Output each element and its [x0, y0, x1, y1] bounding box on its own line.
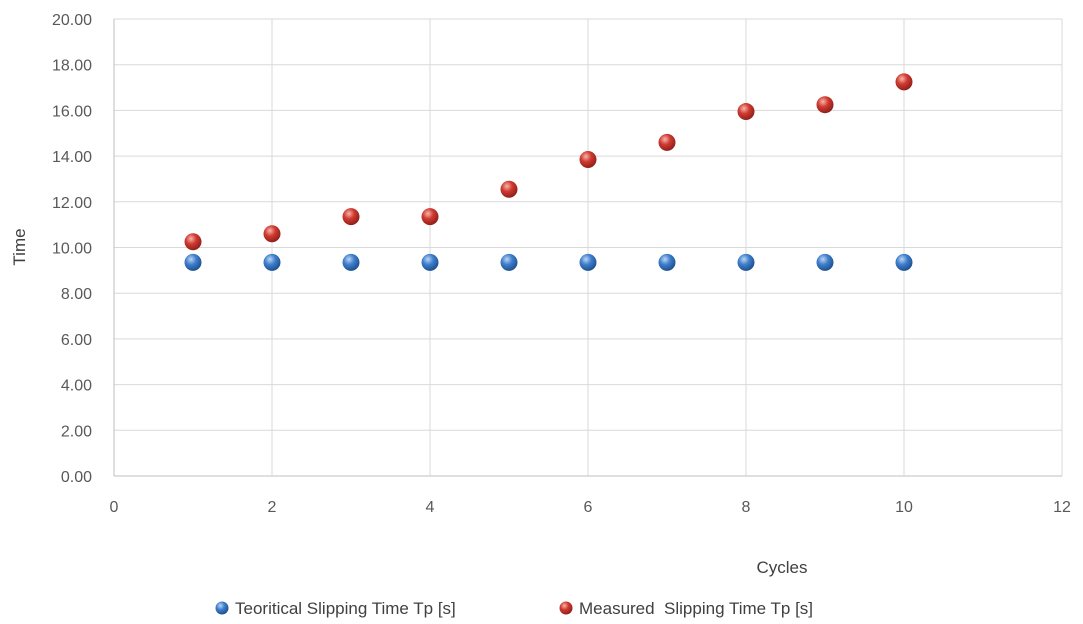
- y-tick-label: 12.00: [52, 195, 92, 212]
- x-tick-label: 0: [110, 499, 119, 516]
- gridlines: [113, 18, 1063, 477]
- y-tick-label: 20.00: [52, 12, 92, 29]
- legend-label-measured: Measured Slipping Time Tp [s]: [579, 599, 813, 618]
- legend: Teoritical Slipping Time Tp [s] Measured…: [215, 599, 813, 618]
- data-point-series-2: [263, 225, 281, 243]
- x-tick-label: 6: [584, 499, 593, 516]
- data-point-series-2: [500, 180, 518, 198]
- x-tick-label: 12: [1053, 499, 1071, 516]
- legend-marker-measured: [559, 601, 573, 615]
- y-tick-label: 2.00: [61, 423, 92, 440]
- data-point-series-2: [737, 103, 755, 121]
- data-point-series-1: [895, 253, 913, 271]
- y-tick-label: 10.00: [52, 241, 92, 258]
- data-point-series-1: [579, 253, 597, 271]
- data-point-series-1: [816, 253, 834, 271]
- data-point-series-2: [579, 151, 597, 169]
- data-point-series-1: [658, 253, 676, 271]
- y-tick-label: 8.00: [61, 286, 92, 303]
- x-tick-label: 4: [426, 499, 435, 516]
- data-point-series-1: [342, 253, 360, 271]
- x-tick-label: 2: [268, 499, 277, 516]
- data-point-series-2: [184, 233, 202, 251]
- legend-label-teoritical: Teoritical Slipping Time Tp [s]: [235, 599, 456, 618]
- y-tick-label: 0.00: [61, 469, 92, 486]
- x-tick-label: 8: [742, 499, 751, 516]
- y-tick-label: 4.00: [61, 378, 92, 395]
- data-point-series-2: [895, 73, 913, 91]
- data-point-series-1: [184, 253, 202, 271]
- x-tick-label: 10: [895, 499, 913, 516]
- y-tick-label: 6.00: [61, 332, 92, 349]
- data-point-series-1: [263, 253, 281, 271]
- data-point-series-2: [816, 96, 834, 114]
- legend-marker-teoritical: [215, 601, 229, 615]
- data-point-series-2: [421, 208, 439, 226]
- y-tick-label: 14.00: [52, 149, 92, 166]
- y-axis-title: Time: [10, 228, 29, 265]
- y-tick-label: 16.00: [52, 103, 92, 120]
- data-point-series-1: [421, 253, 439, 271]
- data-points: [184, 73, 913, 271]
- tick-labels: 0.00 2.00 4.00 6.00 8.00 10.00 12.00 14.00 16.00…: [52, 12, 1071, 516]
- legend-item-teoritical: Teoritical Slipping Time Tp [s]: [215, 599, 456, 618]
- legend-item-measured: Measured Slipping Time Tp [s]: [559, 599, 813, 618]
- y-tick-label: 18.00: [52, 58, 92, 75]
- data-point-series-1: [500, 253, 518, 271]
- data-point-series-2: [658, 133, 676, 151]
- data-point-series-1: [737, 253, 755, 271]
- x-axis-title: Cycles: [756, 558, 807, 577]
- data-point-series-2: [342, 208, 360, 226]
